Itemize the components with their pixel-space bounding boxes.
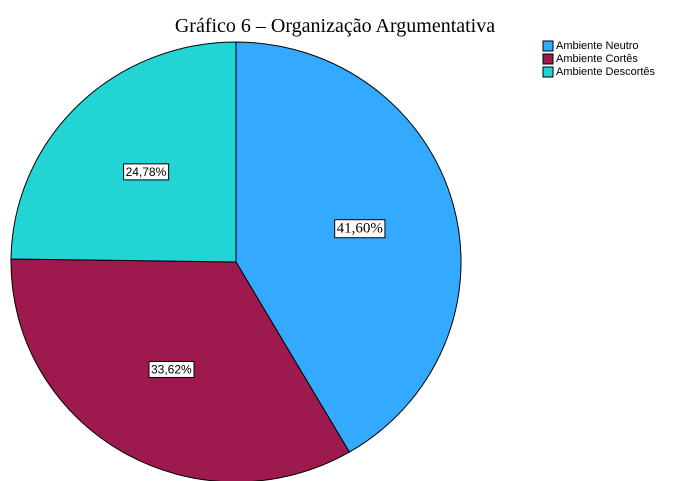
- label-box: [148, 360, 195, 378]
- data-label: 41,60%: [337, 221, 383, 237]
- pie: [10, 41, 462, 481]
- label-box: [334, 219, 386, 239]
- pie-slice: [10, 41, 237, 263]
- data-label: 24,78%: [126, 165, 167, 179]
- label-box: [123, 163, 170, 181]
- data-label: 33,62%: [151, 362, 192, 376]
- legend-label: Ambiente Neutro: [556, 40, 639, 52]
- pie-slice: [235, 41, 462, 453]
- legend-swatch: [542, 40, 554, 52]
- legend-swatch: [542, 53, 554, 65]
- legend-swatch: [542, 66, 554, 78]
- legend-label: Ambiente Cortês: [556, 53, 638, 65]
- chart-title: Gráfico 6 – Organização Argumentativa: [175, 15, 495, 37]
- labels: 41,60% 33,62% 24,78%: [123, 163, 386, 378]
- legend-label: Ambiente Descortês: [556, 66, 656, 78]
